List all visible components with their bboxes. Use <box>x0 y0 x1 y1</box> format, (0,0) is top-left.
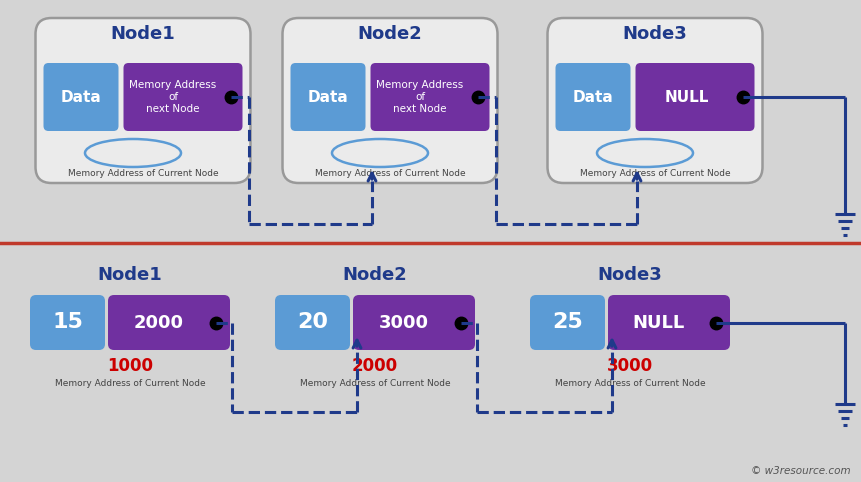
FancyBboxPatch shape <box>108 295 230 350</box>
Text: Node3: Node3 <box>623 25 687 43</box>
Text: Node2: Node2 <box>343 266 407 284</box>
Text: 20: 20 <box>297 312 328 333</box>
Text: 3000: 3000 <box>607 357 653 375</box>
FancyBboxPatch shape <box>290 63 366 131</box>
FancyBboxPatch shape <box>123 63 243 131</box>
Text: Data: Data <box>307 90 349 105</box>
Text: Data: Data <box>60 90 102 105</box>
FancyBboxPatch shape <box>275 295 350 350</box>
Text: © w3resource.com: © w3resource.com <box>752 466 851 476</box>
FancyBboxPatch shape <box>44 63 119 131</box>
FancyBboxPatch shape <box>30 295 105 350</box>
FancyBboxPatch shape <box>530 295 605 350</box>
Text: 2000: 2000 <box>134 313 184 332</box>
FancyBboxPatch shape <box>608 295 730 350</box>
Text: Memory Address
of
next Node: Memory Address of next Node <box>376 80 463 114</box>
FancyBboxPatch shape <box>635 63 754 131</box>
Text: Node1: Node1 <box>110 25 176 43</box>
Text: 2000: 2000 <box>352 357 398 375</box>
Text: Memory Address of Current Node: Memory Address of Current Node <box>579 169 730 177</box>
Ellipse shape <box>332 139 428 167</box>
FancyBboxPatch shape <box>35 18 251 183</box>
Text: Memory Address of Current Node: Memory Address of Current Node <box>300 378 450 388</box>
Text: 15: 15 <box>52 312 83 333</box>
Text: Node3: Node3 <box>598 266 662 284</box>
Text: 3000: 3000 <box>379 313 429 332</box>
Ellipse shape <box>85 139 181 167</box>
Text: Memory Address of Current Node: Memory Address of Current Node <box>68 169 219 177</box>
Text: 25: 25 <box>552 312 583 333</box>
Text: NULL: NULL <box>633 313 685 332</box>
Text: NULL: NULL <box>665 90 709 105</box>
FancyBboxPatch shape <box>548 18 763 183</box>
Text: Memory Address of Current Node: Memory Address of Current Node <box>554 378 705 388</box>
Ellipse shape <box>597 139 693 167</box>
FancyBboxPatch shape <box>555 63 630 131</box>
Text: Node2: Node2 <box>357 25 423 43</box>
Text: Memory Address of Current Node: Memory Address of Current Node <box>314 169 465 177</box>
Text: Memory Address
of
next Node: Memory Address of next Node <box>129 80 217 114</box>
FancyBboxPatch shape <box>282 18 498 183</box>
Text: Node1: Node1 <box>97 266 163 284</box>
Text: 1000: 1000 <box>107 357 153 375</box>
FancyBboxPatch shape <box>353 295 475 350</box>
FancyBboxPatch shape <box>370 63 490 131</box>
Text: Memory Address of Current Node: Memory Address of Current Node <box>55 378 205 388</box>
Text: Data: Data <box>573 90 613 105</box>
